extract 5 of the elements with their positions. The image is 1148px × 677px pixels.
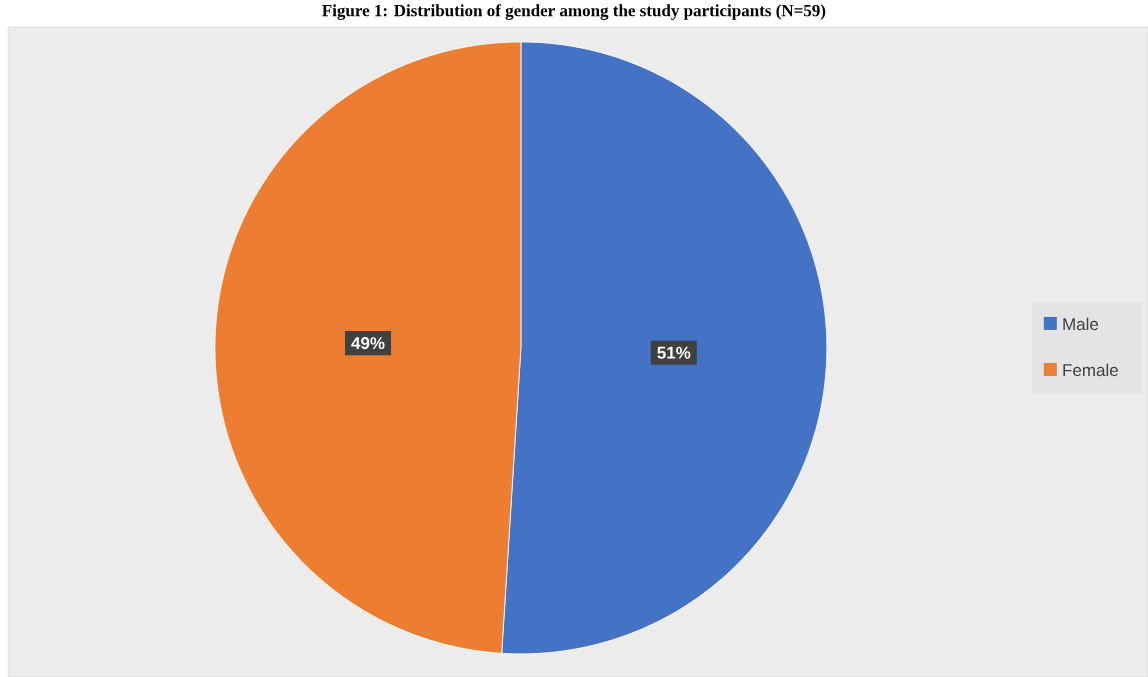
chart-title: Figure 1: Distribution of gender among the study participants (N=59) [322,4,826,20]
data-label: 49% [351,337,385,350]
data-label: 51% [657,346,691,359]
legend-label: Male [1063,317,1099,331]
legend-label: Female [1063,363,1118,377]
